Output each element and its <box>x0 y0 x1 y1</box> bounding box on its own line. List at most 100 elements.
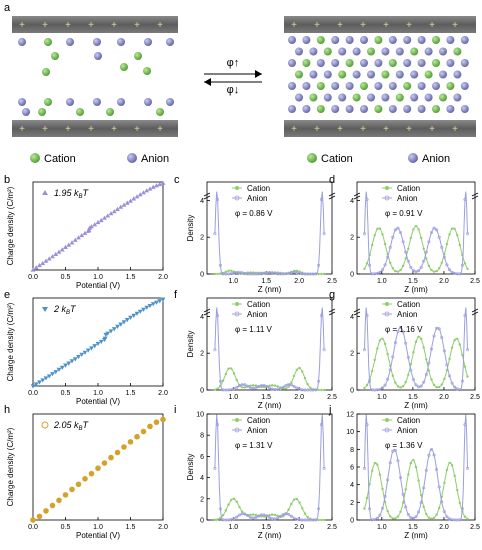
anion-data-point <box>463 198 467 202</box>
anion-data-point <box>399 231 403 235</box>
cation-ion <box>352 93 361 102</box>
axis-break-left <box>203 308 211 316</box>
data-point <box>40 260 46 266</box>
x-tick-label: 2.0 <box>158 524 168 531</box>
cation-data-point <box>365 496 369 500</box>
panel-label-c: c <box>174 174 180 186</box>
data-point <box>111 209 117 214</box>
anion-data-point <box>259 384 263 388</box>
anion-data-point <box>213 466 217 470</box>
plus-charge-mark: + <box>88 20 94 31</box>
cation-data-point <box>213 388 217 391</box>
cation-data-point <box>450 346 454 349</box>
anion-data-point <box>254 515 258 519</box>
cation-data-point <box>437 385 441 389</box>
data-point <box>98 217 104 223</box>
legend-label: Cation <box>247 416 270 425</box>
anion-ion <box>323 70 332 79</box>
cation-data-point <box>213 518 217 522</box>
data-point <box>134 194 140 199</box>
anion-data-point <box>463 423 467 427</box>
cation-data-point <box>419 337 423 341</box>
data-point <box>63 363 68 368</box>
cation-data-point <box>230 269 233 273</box>
anion-data-point <box>458 518 462 522</box>
data-point <box>66 242 72 247</box>
anion-ion <box>288 36 296 44</box>
anion-data-point <box>362 348 366 352</box>
anion-data-point <box>388 461 392 465</box>
anion-data-point <box>429 347 433 351</box>
cation-ion <box>360 82 368 90</box>
x-axis-label: Z (nm) <box>258 531 282 540</box>
anion-data-point <box>424 373 428 377</box>
data-point <box>37 380 42 385</box>
x-tick-label: 2.0 <box>439 524 449 531</box>
cation-data-point <box>254 513 258 517</box>
anion-ion <box>331 36 340 44</box>
cation-data-point <box>373 461 376 465</box>
cation-data-point <box>404 380 407 384</box>
cation-data-point <box>453 338 456 342</box>
anion-data-point <box>213 232 217 236</box>
cation-data-point <box>224 372 228 376</box>
anion-data-point <box>221 272 225 276</box>
data-point <box>111 327 117 332</box>
data-point <box>140 428 147 435</box>
anion-data-point <box>432 334 436 338</box>
cation-data-point <box>427 369 431 373</box>
data-point <box>144 305 150 310</box>
y-tick-label: 2 <box>200 351 204 358</box>
cation-data-point <box>322 272 326 276</box>
cation-data-point <box>440 383 443 386</box>
anion-data-point <box>383 263 387 267</box>
cation-ion <box>120 63 128 71</box>
anion-data-point <box>292 384 296 388</box>
anion-data-point <box>396 330 400 334</box>
legend-marker <box>384 195 390 201</box>
anion-data-point <box>368 379 372 383</box>
data-point <box>114 449 121 456</box>
anion-ion <box>360 105 368 113</box>
y-tick-label: 2 <box>200 496 204 503</box>
x-tick-label: 1.5 <box>261 394 271 401</box>
anion-data-point <box>417 385 421 389</box>
panel-label-e: e <box>4 289 10 301</box>
cation-ion <box>381 70 390 79</box>
legend-tail: T <box>70 304 77 314</box>
y-tick-label: 4 <box>200 198 204 205</box>
cation-data-point <box>386 509 389 513</box>
cation-data-point <box>235 378 238 382</box>
y-tick-label: 0 <box>350 518 354 525</box>
anion-data-point <box>458 272 462 276</box>
anion-data-point <box>292 270 296 274</box>
plus-charge-mark: + <box>429 20 435 31</box>
cation-data-point <box>456 233 459 237</box>
data-point <box>56 249 62 254</box>
anion-data-point <box>317 379 321 383</box>
legend-tail: T <box>83 420 90 430</box>
cation-data-point <box>409 236 413 240</box>
anion-data-point <box>248 272 252 276</box>
cation-ion <box>403 82 412 90</box>
cation-ion <box>316 82 325 90</box>
cation-data-point <box>407 473 410 476</box>
legend-subscript: B <box>66 310 70 316</box>
anion-data-point <box>417 510 421 514</box>
anion-ion <box>360 36 368 44</box>
anion-data-point <box>432 453 436 457</box>
axes-frame <box>356 181 476 275</box>
legend-marker <box>384 311 390 317</box>
cation-data-point <box>463 515 467 518</box>
cation-data-point <box>456 488 459 492</box>
cation-data-point <box>298 501 301 504</box>
axes-frame <box>206 297 333 391</box>
data-point <box>33 265 39 270</box>
anion-density-curve <box>214 307 325 391</box>
anion-ion <box>295 93 303 102</box>
cation-data-point <box>404 488 407 491</box>
anion-legend-label-right: Anion <box>422 153 450 165</box>
cation-ion <box>374 36 383 44</box>
anion-data-point <box>365 314 369 318</box>
anion-data-point <box>380 386 384 390</box>
